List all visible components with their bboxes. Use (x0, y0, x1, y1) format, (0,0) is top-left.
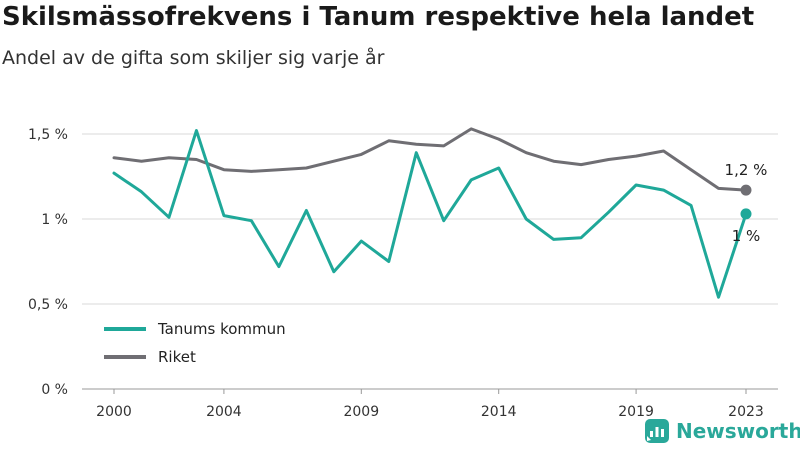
y-tick-label: 1,5 % (28, 127, 68, 143)
brand-name: Newsworthy (676, 419, 800, 443)
x-tick-label: 2009 (343, 404, 379, 420)
riket-end-point (740, 184, 752, 196)
tanum-end-point (740, 208, 752, 220)
x-tick-label: 2023 (728, 404, 764, 420)
riket-end-label: 1,2 % (725, 161, 768, 179)
chart-subtitle: Andel av de gifta som skiljer sig varje … (2, 47, 385, 69)
x-tick-label: 2019 (618, 404, 654, 420)
x-tick-label: 2014 (481, 404, 517, 420)
x-tick-label: 2000 (96, 404, 132, 420)
legend-label: Tanums kommun (157, 320, 286, 338)
chart-title: Skilsmässofrekvens i Tanum respektive he… (2, 2, 755, 32)
x-tick-label: 2004 (206, 404, 242, 420)
y-tick-label: 0 % (41, 382, 68, 398)
series-line-riket (112, 127, 748, 192)
newsworthy-logo-icon (645, 419, 669, 443)
brand-logo: Newsworthy (645, 419, 800, 443)
series-line-tanums-kommun (112, 129, 748, 299)
y-tick-label: 0,5 % (28, 297, 68, 313)
y-tick-label: 1 % (41, 212, 68, 228)
tanum-end-label: 1 % (732, 227, 761, 245)
legend-label: Riket (158, 348, 196, 366)
